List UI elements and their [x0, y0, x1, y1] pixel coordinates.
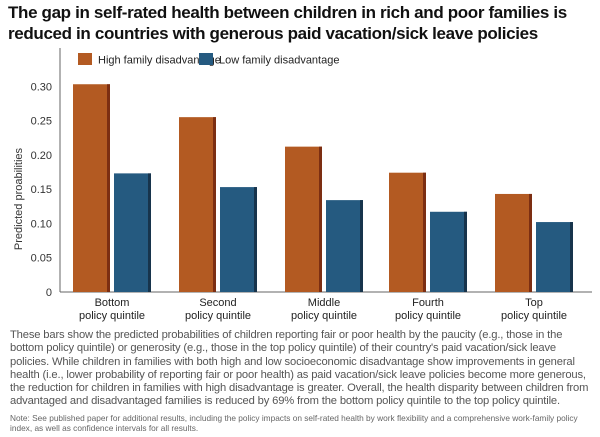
x-tick-label-sub: policy quintile — [395, 310, 461, 322]
bar-shadow — [107, 84, 110, 292]
bar-shadow — [464, 211, 467, 292]
bar-low-0 — [114, 173, 151, 292]
x-tick-label: Second — [199, 297, 236, 309]
bar-high-0 — [73, 84, 110, 292]
y-tick-label: 0.10 — [31, 218, 52, 230]
y-tick-label: 0 — [46, 287, 52, 299]
x-tick-label: Middle — [308, 297, 340, 309]
x-tick-label: Bottom — [95, 297, 130, 309]
bar-high-4 — [495, 193, 532, 292]
bar-low-1 — [220, 187, 257, 292]
legend-label-1: Low family disadvantage — [219, 55, 339, 67]
y-tick-label: 0.30 — [31, 81, 52, 93]
bar-low-2 — [326, 200, 363, 292]
x-tick-label-sub: policy quintile — [501, 310, 567, 322]
x-tick-label-sub: policy quintile — [79, 310, 145, 322]
chart-title: The gap in self-rated health between chi… — [8, 3, 567, 43]
chart-caption: These bars show the predicted probabilit… — [10, 329, 589, 408]
bar-low-3 — [430, 211, 467, 292]
y-tick-label: 0.05 — [31, 253, 52, 265]
bar-high-3 — [389, 172, 426, 292]
bar-shadow — [254, 187, 257, 292]
bar-shadow — [423, 172, 426, 292]
y-tick-label: 0.20 — [31, 150, 52, 162]
bar-shadow — [319, 146, 322, 292]
text-block: These bars show the predicted probabilit… — [10, 329, 598, 434]
bar-high-1 — [179, 117, 216, 292]
legend-swatch-1 — [199, 53, 213, 65]
x-tick-label: Fourth — [412, 297, 444, 309]
x-tick-label-sub: policy quintile — [291, 310, 357, 322]
bar-shadow — [213, 117, 216, 292]
bar-shadow — [570, 222, 573, 292]
legend-swatch-0 — [78, 53, 92, 65]
bar-low-4 — [536, 222, 573, 292]
chart-note: Note: See published paper for additional… — [10, 412, 578, 434]
y-tick-label: 0.25 — [31, 116, 52, 128]
bar-shadow — [360, 200, 363, 292]
bar-high-2 — [285, 146, 322, 292]
bar-shadow — [529, 193, 532, 292]
legend-label-0: High family disadvantage — [98, 55, 221, 67]
y-axis-label: Predicted proabilities — [13, 147, 25, 250]
x-tick-label: Top — [525, 297, 543, 309]
x-tick-label-sub: policy quintile — [185, 310, 251, 322]
bar-chart: 0 0.05 0.10 0.15 0.20 0.25 0.30 Predicted proab… — [13, 48, 592, 322]
y-tick-label: 0.15 — [31, 184, 52, 196]
bar-shadow — [148, 173, 151, 292]
